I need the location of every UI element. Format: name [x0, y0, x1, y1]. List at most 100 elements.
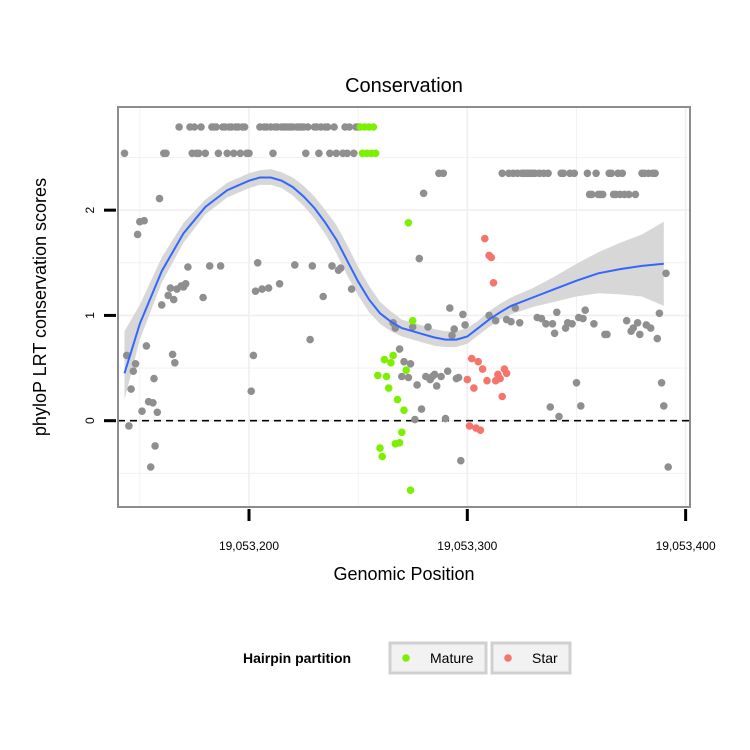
- plot-panel: [117, 106, 691, 508]
- data-point-other: [150, 374, 158, 383]
- data-point-other: [636, 330, 644, 339]
- data-point-star: [465, 422, 474, 430]
- data-point-other: [125, 422, 133, 430]
- data-point-other: [439, 169, 448, 178]
- series-star: [463, 234, 511, 435]
- data-point-mature: [395, 439, 404, 447]
- data-point-other: [459, 310, 467, 319]
- data-point-other: [664, 463, 672, 471]
- data-point-other: [588, 190, 596, 199]
- data-point-star: [483, 376, 491, 385]
- data-point-other: [618, 169, 627, 178]
- data-point-other: [236, 149, 245, 158]
- data-point-other: [437, 372, 445, 381]
- data-point-other: [306, 335, 314, 344]
- data-point-other: [581, 306, 589, 315]
- data-point-other: [127, 385, 135, 393]
- data-point-mature: [389, 351, 397, 360]
- data-point-star: [489, 279, 498, 287]
- data-point-other: [491, 316, 500, 325]
- data-point-other: [655, 309, 664, 318]
- y-tick-label: 2: [83, 207, 97, 214]
- data-point-other: [398, 372, 406, 381]
- data-point-other: [579, 314, 587, 323]
- data-point-other: [347, 285, 356, 293]
- data-point-other: [345, 123, 354, 131]
- data-point-other: [411, 415, 419, 424]
- data-point-other: [129, 367, 138, 376]
- x-tick-label: 19,053,200: [219, 539, 279, 553]
- data-point-other: [343, 149, 352, 158]
- data-point-mature: [404, 219, 413, 227]
- data-point-other: [190, 123, 199, 131]
- data-point-other: [542, 320, 550, 328]
- data-point-other: [555, 412, 563, 421]
- points-layer: [120, 123, 672, 495]
- data-point-mature: [402, 366, 411, 375]
- data-point-other: [419, 189, 428, 198]
- data-point-other: [155, 194, 164, 203]
- data-point-other: [559, 169, 568, 178]
- data-point-other: [454, 373, 463, 382]
- data-point-mature: [378, 452, 387, 461]
- data-point-other: [249, 351, 258, 360]
- data-point-other: [323, 123, 332, 131]
- data-point-other: [201, 149, 210, 158]
- data-point-other: [166, 284, 175, 292]
- data-point-other: [441, 414, 450, 423]
- data-point-star: [478, 365, 487, 373]
- data-point-other: [140, 216, 148, 225]
- data-point-other: [195, 149, 203, 158]
- data-point-other: [646, 324, 655, 332]
- legend: Hairpin partition Mature Star: [243, 641, 572, 675]
- data-point-other: [131, 360, 140, 368]
- data-point-other: [315, 149, 323, 158]
- data-point-mature: [408, 316, 417, 325]
- data-point-other: [511, 304, 520, 312]
- data-point-other: [336, 264, 345, 272]
- data-point-other: [448, 331, 456, 340]
- axes: 19,053,200 19,053,300 19,053,400 0 1 2: [83, 207, 716, 553]
- data-point-star: [496, 374, 504, 383]
- y-axis-label: phyloP LRT conservation scores: [30, 178, 50, 436]
- data-point-other: [258, 285, 266, 293]
- data-point-mature: [406, 486, 415, 495]
- data-point-star: [498, 392, 507, 401]
- data-point-other: [598, 190, 607, 199]
- data-point-star: [502, 369, 511, 378]
- data-point-other: [302, 149, 310, 158]
- data-point-other: [404, 373, 413, 382]
- data-point-other: [515, 319, 524, 327]
- data-point-other: [205, 262, 214, 270]
- data-point-star: [476, 426, 485, 435]
- data-point-mature: [400, 406, 408, 415]
- data-point-other: [417, 405, 426, 413]
- data-point-other: [229, 149, 238, 158]
- data-point-other: [326, 149, 334, 158]
- data-point-other: [304, 123, 312, 131]
- data-point-other: [507, 317, 515, 326]
- data-point-other: [408, 323, 417, 331]
- series-mature: [356, 123, 417, 495]
- data-point-other: [142, 342, 151, 350]
- data-point-other: [253, 259, 262, 267]
- data-point-other: [544, 169, 552, 178]
- data-point-other: [291, 261, 299, 269]
- legend-key-star-dot: [504, 654, 512, 662]
- data-point-other: [660, 402, 668, 410]
- data-point-other: [133, 230, 142, 239]
- smooth-line-layer: [123, 176, 664, 374]
- data-point-other: [443, 367, 452, 376]
- data-point-star: [474, 357, 483, 366]
- data-point-star: [463, 375, 472, 384]
- data-point-other: [214, 149, 223, 158]
- data-point-other: [457, 456, 465, 465]
- data-point-other: [498, 169, 507, 178]
- x-tick-label: 19,053,400: [656, 539, 716, 553]
- data-point-other: [592, 169, 600, 178]
- data-point-star: [487, 253, 496, 262]
- data-point-other: [199, 293, 207, 302]
- data-point-other: [162, 149, 170, 158]
- data-point-other: [308, 262, 317, 270]
- data-point-other: [216, 262, 225, 270]
